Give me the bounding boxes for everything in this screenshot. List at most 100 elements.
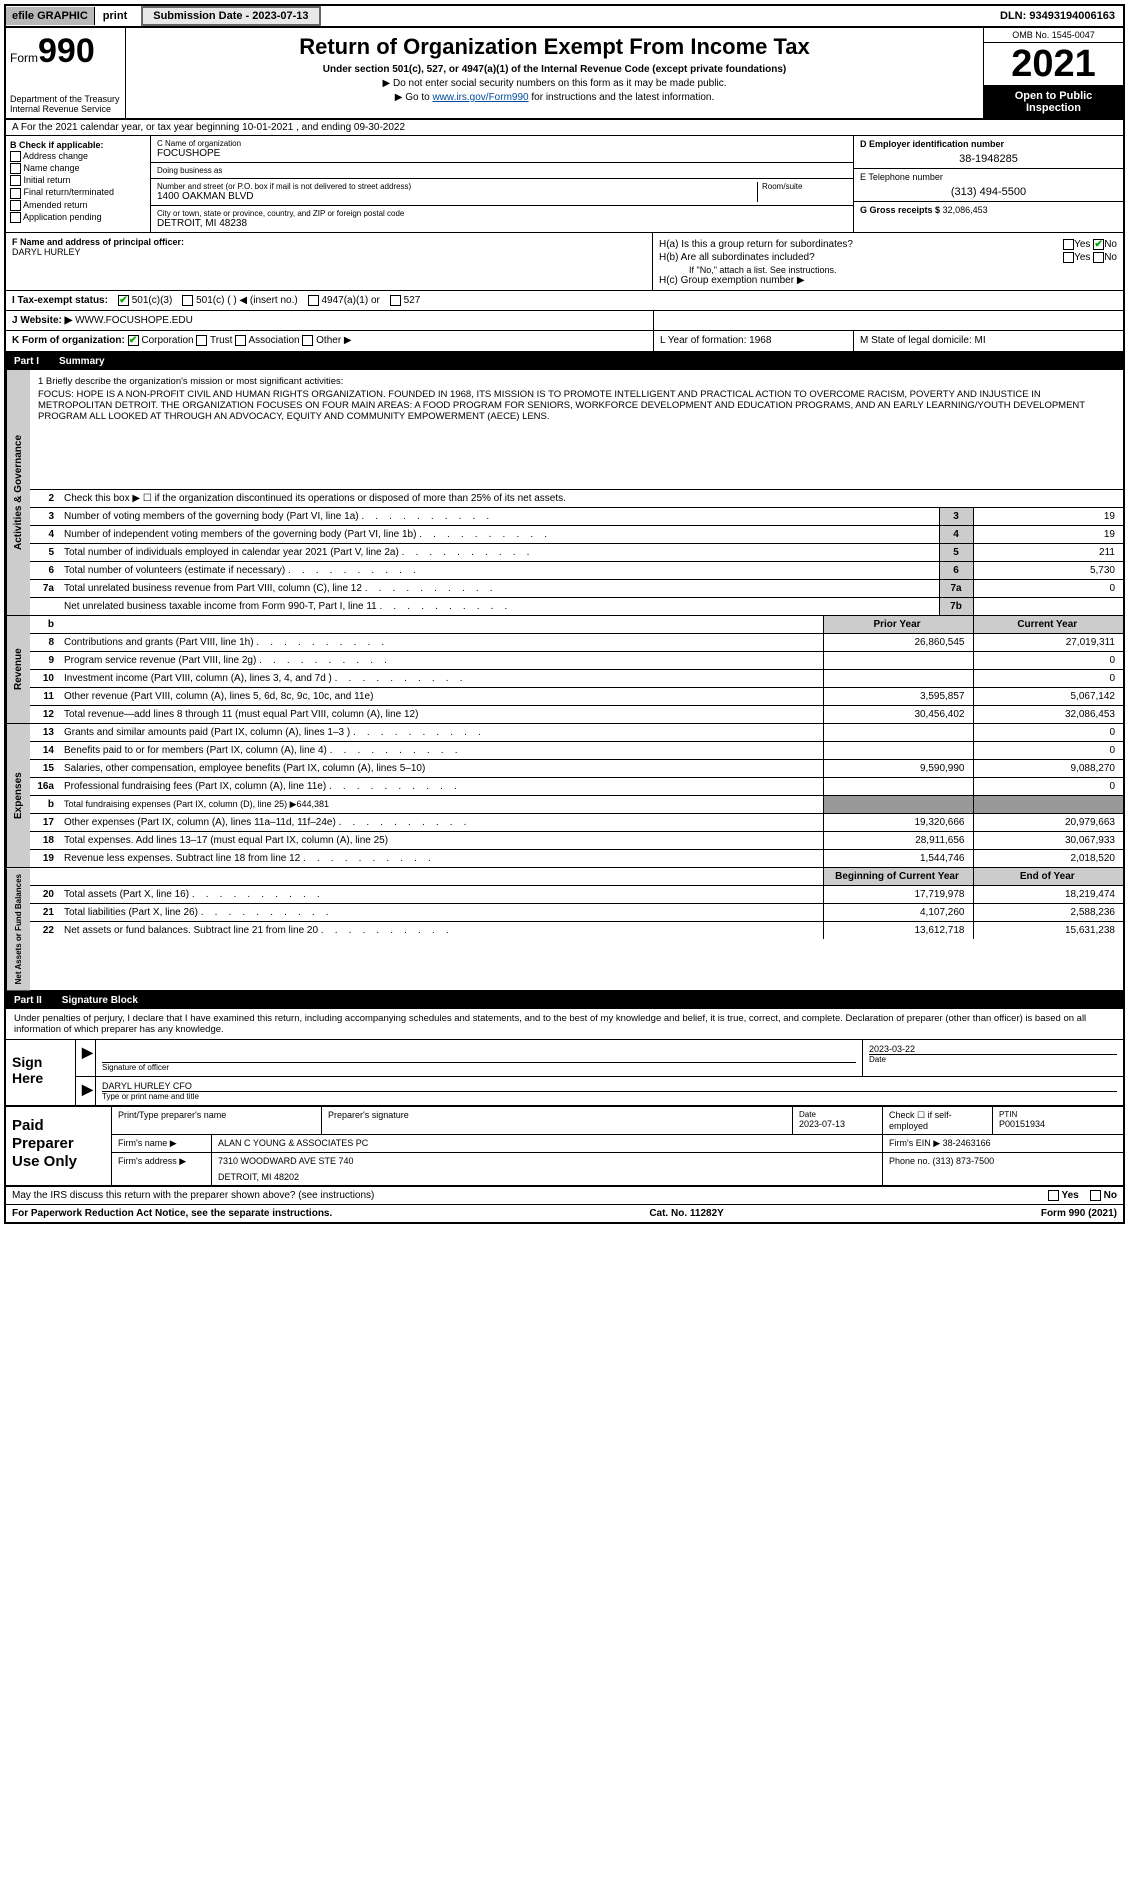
net-ln-21: 21 [30,903,58,921]
exp-c-17: 20,979,663 [973,813,1123,831]
irs-link[interactable]: www.irs.gov/Form990 [432,92,528,103]
cb-amended[interactable] [10,200,21,211]
part2-num: Part II [14,995,42,1006]
col-h-group: H(a) Is this a group return for subordin… [653,233,1123,290]
gov-box-4: 4 [939,525,973,543]
exp-p-14 [823,741,973,759]
discuss-yes[interactable] [1048,1190,1059,1201]
exp-ln-16a: 16a [30,777,58,795]
prep-date-value: 2023-07-13 [799,1119,876,1129]
ha-no[interactable] [1093,239,1104,250]
form-header: Form990 Department of the Treasury Inter… [6,28,1123,120]
org-name-label: C Name of organization [157,139,847,148]
sig-name-label: Type or print name and title [102,1091,1117,1101]
ha-no-lbl: No [1104,239,1117,250]
cb-assoc[interactable] [235,335,246,346]
exp-ln-15: 15 [30,759,58,777]
prep-sig-label: Preparer's signature [322,1107,793,1134]
dept-label: Department of the Treasury Internal Reve… [10,94,121,114]
lbl-501c3: 501(c)(3) [132,295,173,306]
row-j-website: J Website: ▶ WWW.FOCUSHOPE.EDU [6,311,1123,331]
exp-ln-17: 17 [30,813,58,831]
sig-arrow-1: ▶ [82,1044,93,1060]
net-section: Net Assets or Fund Balances Beginning of… [6,868,1123,992]
sig-arrow-2: ▶ [82,1081,93,1097]
cb-527[interactable] [390,295,401,306]
cb-trust[interactable] [196,335,207,346]
lbl-corp: Corporation [141,336,193,347]
cb-501c[interactable] [182,295,193,306]
vtab-expenses: Expenses [6,724,30,867]
firm-phone: Phone no. (313) 873-7500 [883,1153,1123,1185]
cb-address-change[interactable] [10,151,21,162]
rev-table: bPrior YearCurrent Year 8Contributions a… [30,616,1123,723]
cb-name-change[interactable] [10,163,21,174]
city-label: City or town, state or province, country… [157,209,847,218]
k-label: K Form of organization: [12,336,125,347]
exp-p-16a [823,777,973,795]
gov-d-3: Number of voting members of the governin… [58,507,939,525]
form-number: 990 [38,32,95,70]
submission-date-button[interactable]: Submission Date - 2023-07-13 [141,6,320,26]
sig-name-value: DARYL HURLEY CFO [102,1081,1117,1091]
rev-d-12: Total revenue—add lines 8 through 11 (mu… [58,705,823,723]
addr-label: Number and street (or P.O. box if mail i… [157,182,757,191]
exp-p-13 [823,724,973,742]
ein-label: D Employer identification number [860,139,1117,149]
officer-label: F Name and address of principal officer: [12,237,184,247]
rev-p-9 [823,651,973,669]
gov-d-2: Check this box ▶ ☐ if the organization d… [58,490,1123,508]
part2-header: Part II Signature Block [6,992,1123,1009]
lbl-assoc: Association [248,336,299,347]
net-d-21: Total liabilities (Part X, line 26) [58,903,823,921]
cb-501c3[interactable] [118,295,129,306]
exp-c-13: 0 [973,724,1123,742]
lbl-app-pending: Application pending [23,212,102,222]
cb-final-return[interactable] [10,188,21,199]
vtab-revenue: Revenue [6,616,30,723]
firm-addr-value: 7310 WOODWARD AVE STE 740 [218,1156,876,1166]
gov-d-4: Number of independent voting members of … [58,525,939,543]
net-c-21: 2,588,236 [973,903,1123,921]
net-d-20: Total assets (Part X, line 16) [58,885,823,903]
footer-bottom: For Paperwork Reduction Act Notice, see … [6,1205,1123,1222]
ha-yes[interactable] [1063,239,1074,250]
gov-ln-4: 4 [30,525,58,543]
cb-4947[interactable] [308,295,319,306]
exp-c-14: 0 [973,741,1123,759]
gov-ln-5: 5 [30,543,58,561]
discuss-yes-lbl: Yes [1062,1190,1079,1201]
gov-d-7a: Total unrelated business revenue from Pa… [58,579,939,597]
exp-d-18: Total expenses. Add lines 13–17 (must eq… [58,831,823,849]
cb-app-pending[interactable] [10,212,21,223]
exp-p-17: 19,320,666 [823,813,973,831]
part1-header: Part I Summary [6,353,1123,370]
form-word: Form [10,51,38,65]
rev-ln-9: 9 [30,651,58,669]
net-c-22: 15,631,238 [973,921,1123,939]
gross-value: 32,086,453 [943,205,988,215]
cb-corp[interactable] [128,335,139,346]
m-state-domicile: M State of legal domicile: MI [853,331,1123,350]
part1-title: Summary [59,356,105,367]
hb-no-lbl: No [1104,252,1117,263]
instr-no-ssn: ▶ Do not enter social security numbers o… [132,78,977,89]
discuss-no[interactable] [1090,1190,1101,1201]
form-990-container: efile GRAPHIC print Submission Date - 20… [4,4,1125,1224]
gov-section: Activities & Governance 1 Briefly descri… [6,370,1123,616]
hb-yes[interactable] [1063,252,1074,263]
cb-initial-return[interactable] [10,175,21,186]
mission-block: 1 Briefly describe the organization's mi… [30,370,1123,490]
form-title: Return of Organization Exempt From Incom… [132,34,977,60]
gov-v-3: 19 [973,507,1123,525]
cb-other[interactable] [302,335,313,346]
print-label[interactable]: print [95,7,135,25]
rev-c-9: 0 [973,651,1123,669]
hb-label: H(b) Are all subordinates included? [659,252,815,263]
discuss-label: May the IRS discuss this return with the… [12,1190,374,1201]
gov-v-4: 19 [973,525,1123,543]
hb-no[interactable] [1093,252,1104,263]
discuss-no-lbl: No [1104,1190,1117,1201]
col-b-checkboxes: B Check if applicable: Address change Na… [6,136,151,232]
header-left: Form990 Department of the Treasury Inter… [6,28,126,118]
